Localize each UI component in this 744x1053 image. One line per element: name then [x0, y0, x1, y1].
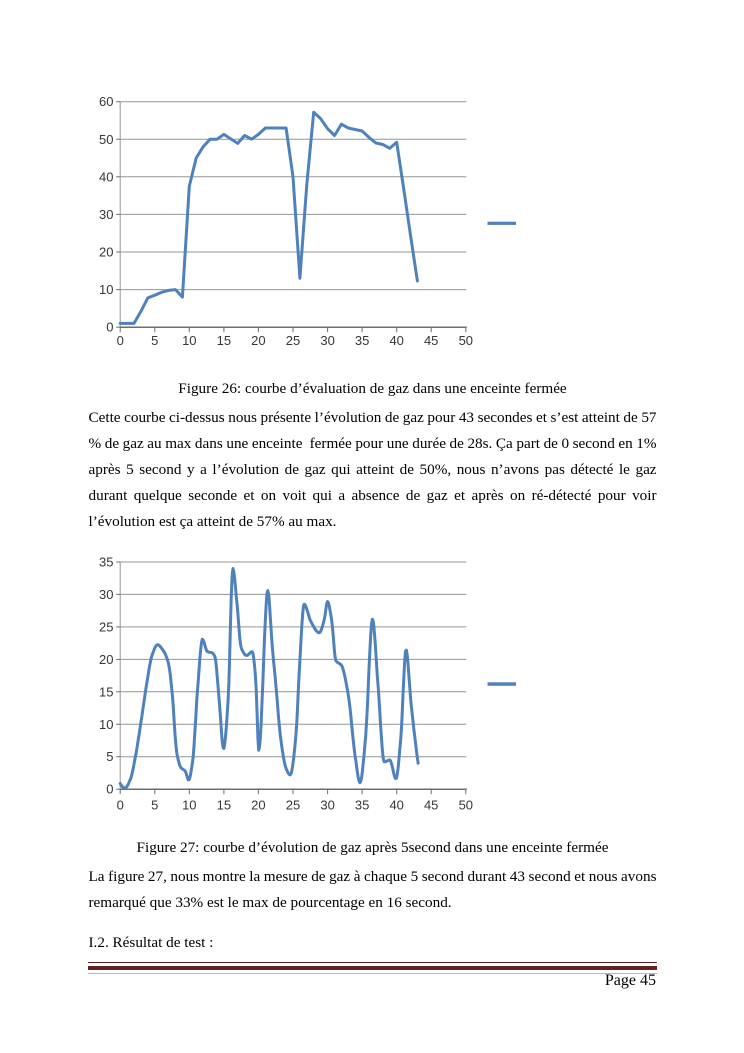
svg-text:35: 35: [355, 798, 369, 813]
svg-text:20: 20: [99, 652, 113, 667]
svg-text:35: 35: [99, 555, 113, 570]
svg-text:60: 60: [99, 94, 113, 109]
svg-text:25: 25: [99, 619, 113, 634]
svg-text:25: 25: [286, 798, 300, 813]
svg-text:40: 40: [99, 169, 113, 184]
svg-text:10: 10: [99, 717, 113, 732]
svg-text:30: 30: [320, 333, 334, 348]
svg-text:35: 35: [355, 333, 369, 348]
svg-text:0: 0: [106, 320, 113, 335]
svg-text:10: 10: [182, 798, 196, 813]
svg-text:20: 20: [99, 245, 113, 260]
svg-text:0: 0: [106, 782, 113, 797]
svg-text:40: 40: [389, 333, 403, 348]
svg-text:45: 45: [424, 333, 438, 348]
svg-text:30: 30: [99, 207, 113, 222]
svg-text:50: 50: [99, 132, 113, 147]
svg-text:5: 5: [151, 798, 158, 813]
svg-text:25: 25: [286, 333, 300, 348]
svg-text:5: 5: [151, 333, 158, 348]
svg-text:15: 15: [217, 333, 231, 348]
svg-text:10: 10: [99, 282, 113, 297]
svg-text:0: 0: [117, 798, 124, 813]
svg-text:30: 30: [320, 798, 334, 813]
svg-text:45: 45: [424, 798, 438, 813]
svg-text:15: 15: [217, 798, 231, 813]
svg-text:0: 0: [117, 333, 124, 348]
svg-text:15: 15: [99, 684, 113, 699]
svg-text:20: 20: [251, 333, 265, 348]
svg-text:30: 30: [99, 587, 113, 602]
svg-text:40: 40: [389, 798, 403, 813]
svg-text:5: 5: [106, 749, 113, 764]
svg-text:50: 50: [459, 333, 473, 348]
svg-text:10: 10: [182, 333, 196, 348]
svg-text:20: 20: [251, 798, 265, 813]
svg-text:50: 50: [459, 798, 473, 813]
